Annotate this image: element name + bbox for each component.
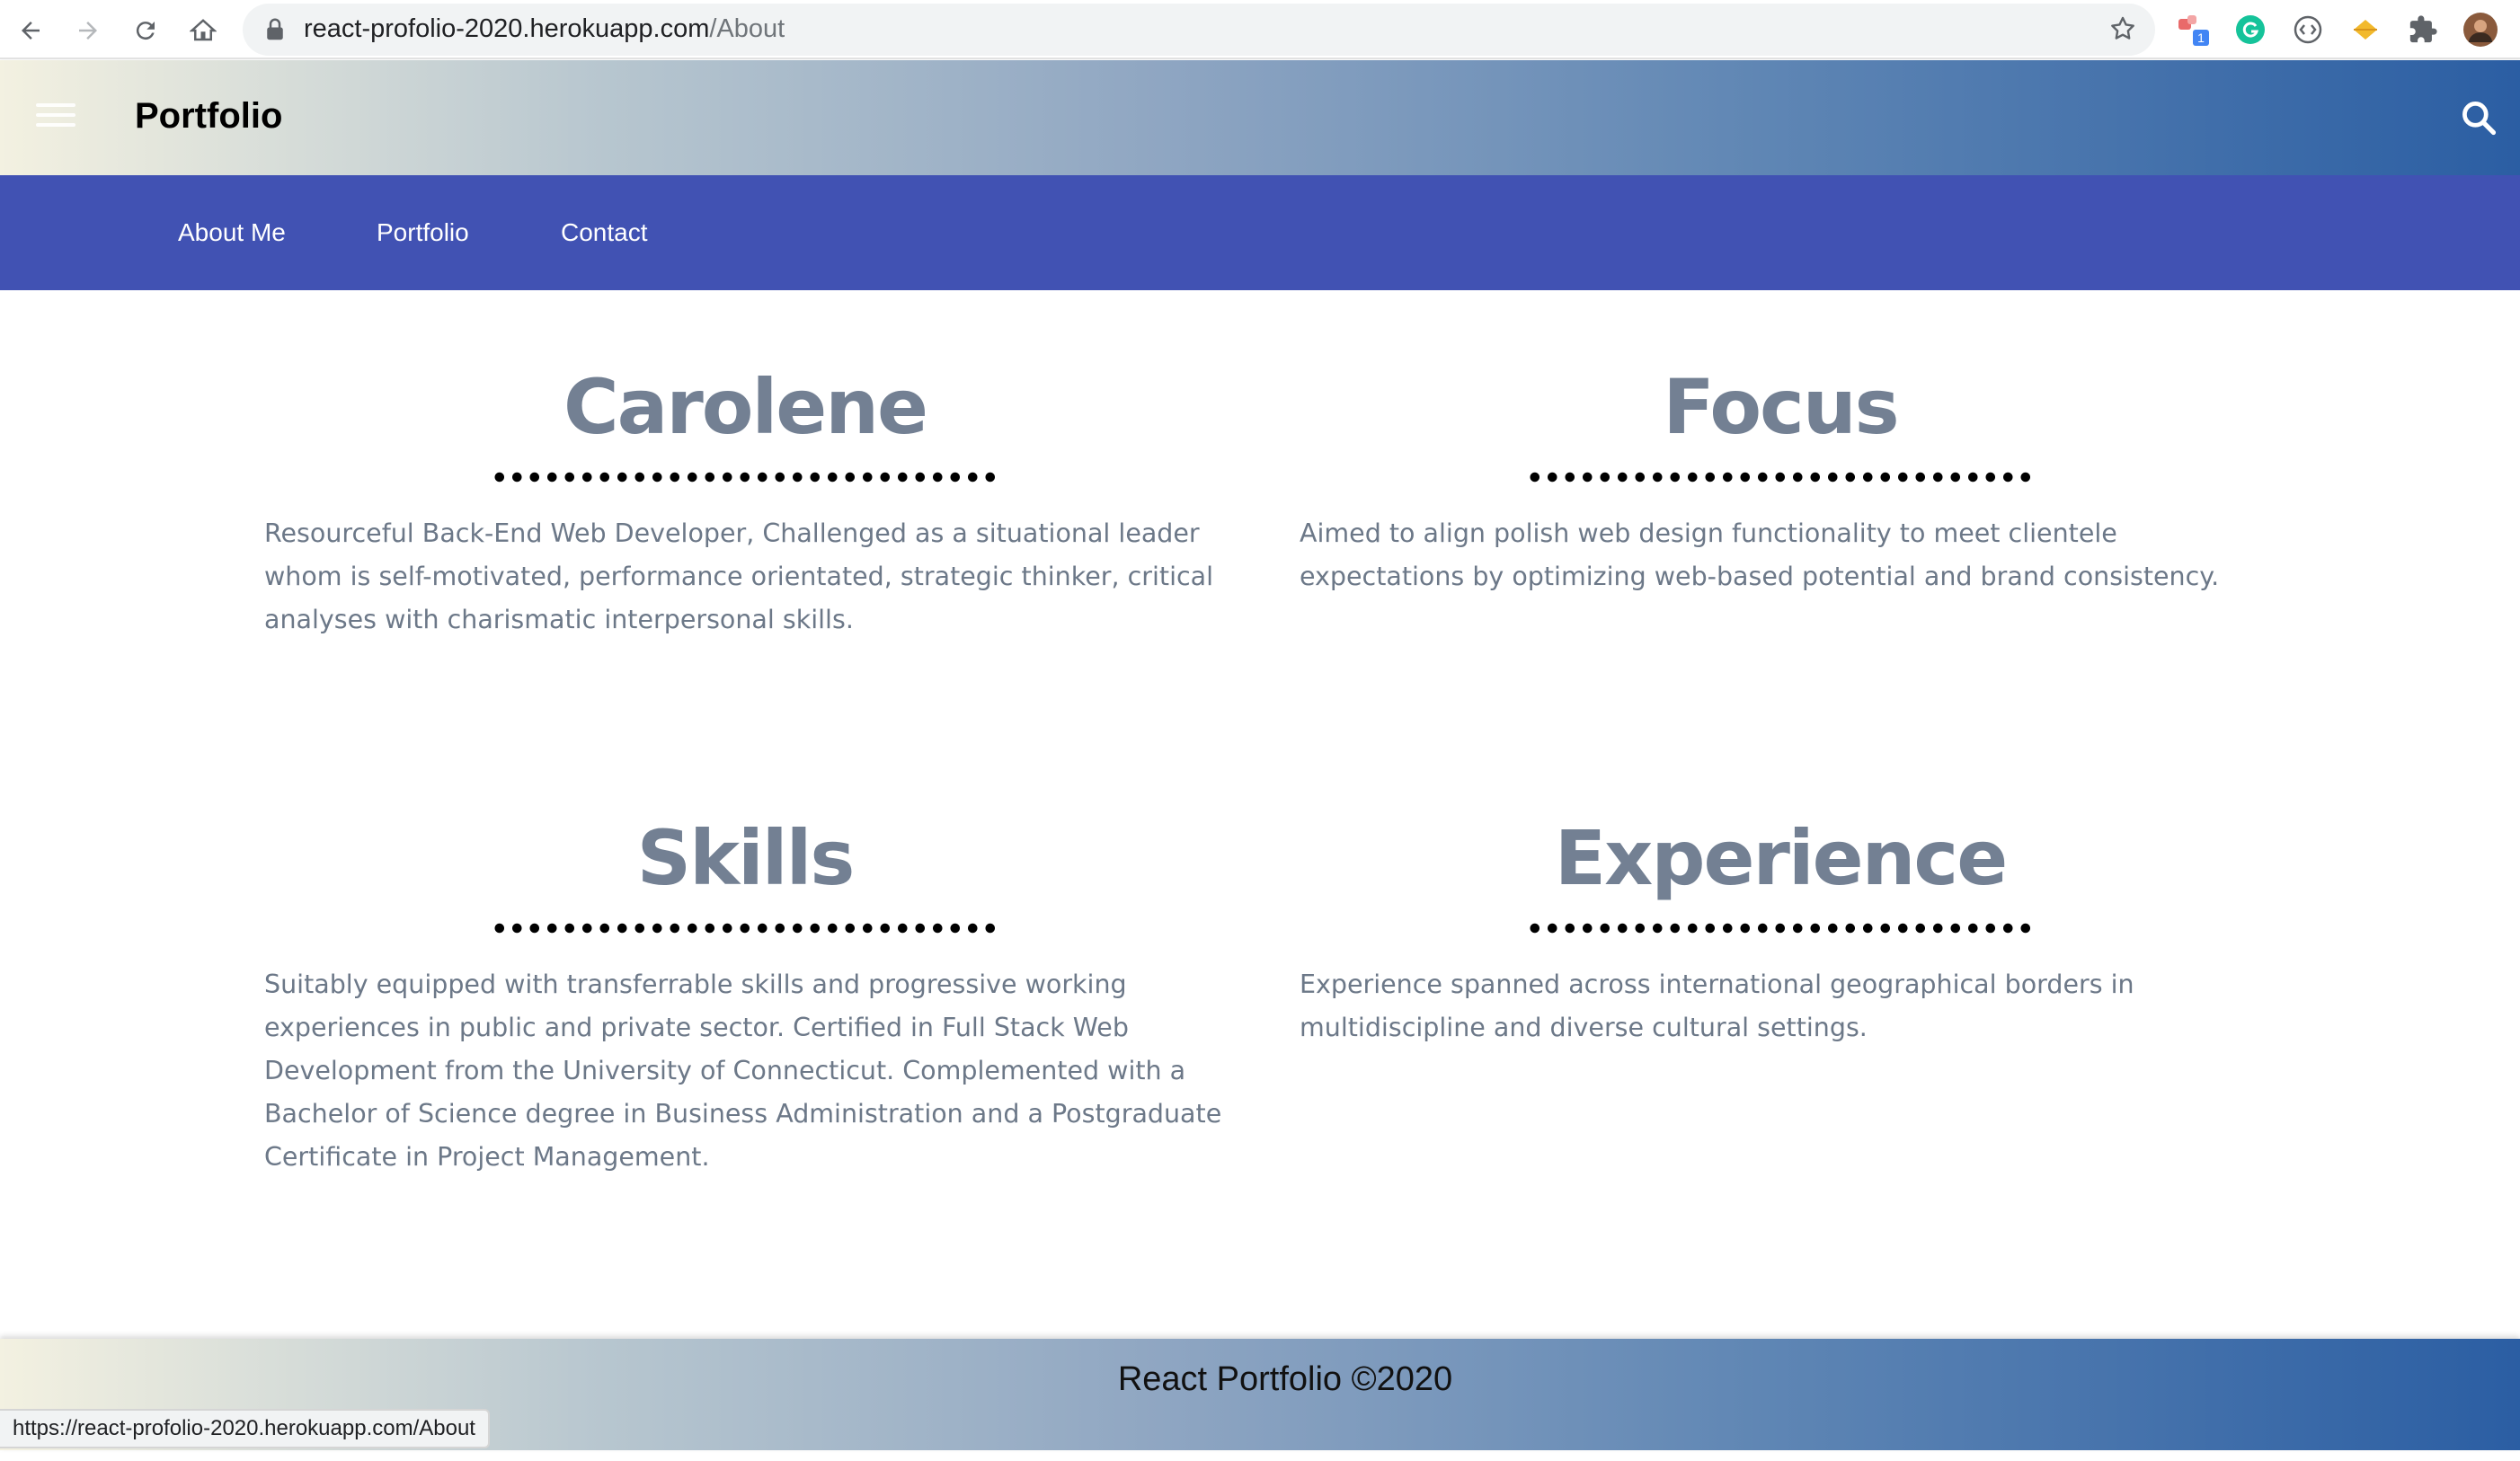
app-header: Portfolio bbox=[0, 60, 2520, 175]
dotted-divider bbox=[1526, 922, 2035, 934]
forward-icon[interactable] bbox=[67, 9, 110, 52]
back-icon[interactable] bbox=[9, 9, 52, 52]
section-text: Suitably equipped with transferrable ski… bbox=[264, 970, 1222, 1172]
reload-icon[interactable] bbox=[124, 9, 167, 52]
home-icon[interactable] bbox=[182, 9, 225, 52]
address-url: react-profolio-2020.herokuapp.com/About bbox=[304, 14, 785, 44]
url-host: react-profolio-2020.herokuapp.com bbox=[304, 14, 710, 43]
section-title: Experience bbox=[1554, 814, 2008, 902]
grammarly-icon[interactable] bbox=[2232, 12, 2268, 48]
status-url-bubble: https://react-profolio-2020.herokuapp.co… bbox=[0, 1409, 490, 1448]
tab-about-me[interactable]: About Me bbox=[178, 218, 286, 246]
lock-icon bbox=[266, 18, 284, 46]
section-focus: Focus Aimed to align polish web design f… bbox=[1300, 363, 2261, 598]
diamond-extension-icon[interactable] bbox=[2347, 12, 2383, 48]
section-title: Carolene bbox=[563, 363, 928, 451]
tab-portfolio[interactable]: Portfolio bbox=[377, 218, 469, 246]
section-skills: Skills Suitably equipped with transferra… bbox=[264, 814, 1226, 1179]
tab-contact[interactable]: Contact bbox=[561, 218, 648, 246]
section-text: Resourceful Back-End Web Developer, Chal… bbox=[264, 518, 1214, 634]
avatar[interactable] bbox=[2462, 12, 2498, 48]
section-carolene: Carolene Resourceful Back-End Web Develo… bbox=[264, 363, 1226, 642]
bookmark-star-icon[interactable] bbox=[2108, 14, 2137, 48]
footer: React Portfolio ©2020 bbox=[0, 1339, 2520, 1450]
code-extension-icon[interactable] bbox=[2290, 12, 2326, 48]
address-bar[interactable]: react-profolio-2020.herokuapp.com/About bbox=[243, 4, 2155, 56]
browser-toolbar: react-profolio-2020.herokuapp.com/About … bbox=[0, 0, 2520, 59]
url-path: /About bbox=[709, 14, 785, 43]
brand-title[interactable]: Portfolio bbox=[135, 96, 283, 136]
section-title: Focus bbox=[1663, 363, 1899, 451]
tab-bar: About Me Portfolio Contact bbox=[0, 175, 2520, 290]
dotted-divider bbox=[491, 471, 999, 483]
dotted-divider bbox=[1526, 471, 2035, 483]
search-icon[interactable] bbox=[2459, 98, 2498, 142]
puzzle-icon[interactable] bbox=[2405, 12, 2441, 48]
section-text: Experience spanned across international … bbox=[1300, 970, 2134, 1042]
section-title: Skills bbox=[636, 814, 856, 902]
dotted-divider bbox=[491, 922, 999, 934]
footer-copyright: React Portfolio ©2020 bbox=[1117, 1360, 1453, 1398]
extension-badge: 1 bbox=[2197, 31, 2205, 45]
section-experience: Experience Experience spanned across int… bbox=[1300, 814, 2261, 1049]
menu-icon[interactable] bbox=[36, 103, 75, 132]
section-text: Aimed to align polish web design functio… bbox=[1300, 518, 2220, 591]
extension-icon[interactable]: 1 bbox=[2175, 12, 2211, 48]
